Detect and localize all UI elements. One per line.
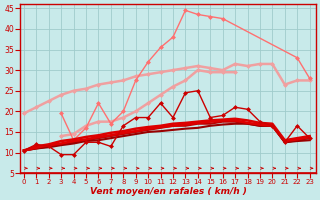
X-axis label: Vent moyen/en rafales ( km/h ): Vent moyen/en rafales ( km/h ): [90, 187, 246, 196]
